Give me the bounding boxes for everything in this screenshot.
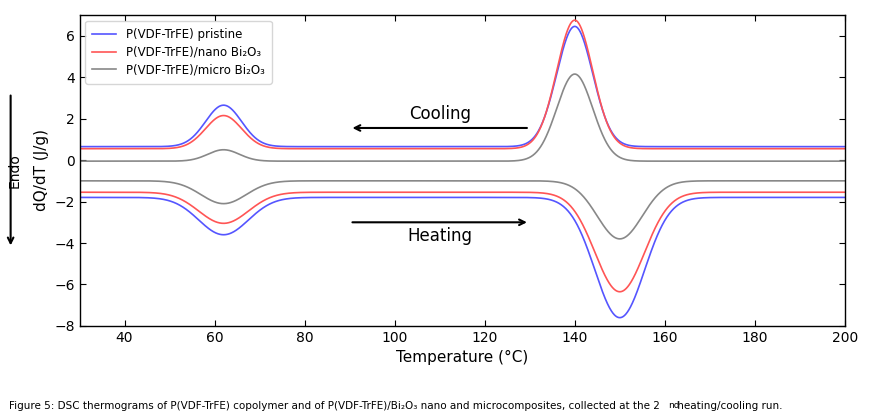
Text: Endo: Endo bbox=[8, 153, 22, 188]
P(VDF-TrFE)/micro Bi₂O₃ bbox=[74, 159, 85, 164]
X-axis label: Temperature (°C): Temperature (°C) bbox=[396, 350, 528, 365]
P(VDF-TrFE) pristine bbox=[818, 144, 828, 149]
P(VDF-TrFE) pristine bbox=[569, 24, 580, 29]
Line: P(VDF-TrFE) pristine: P(VDF-TrFE) pristine bbox=[79, 26, 845, 147]
P(VDF-TrFE)/nano Bi₂O₃ bbox=[447, 146, 457, 151]
P(VDF-TrFE) pristine bbox=[818, 144, 828, 149]
P(VDF-TrFE) pristine bbox=[113, 144, 124, 149]
P(VDF-TrFE) pristine bbox=[74, 144, 85, 149]
P(VDF-TrFE)/nano Bi₂O₃ bbox=[74, 146, 85, 151]
P(VDF-TrFE)/nano Bi₂O₃ bbox=[677, 146, 688, 151]
P(VDF-TrFE)/micro Bi₂O₃ bbox=[569, 71, 580, 76]
Y-axis label: dQ/dT (J/g): dQ/dT (J/g) bbox=[33, 130, 49, 212]
P(VDF-TrFE) pristine bbox=[677, 144, 688, 149]
Text: nd: nd bbox=[668, 401, 679, 410]
P(VDF-TrFE) pristine bbox=[447, 144, 457, 149]
Text: Cooling: Cooling bbox=[409, 105, 471, 123]
Text: heating/cooling run.: heating/cooling run. bbox=[674, 401, 782, 411]
P(VDF-TrFE)/nano Bi₂O₃ bbox=[375, 146, 386, 151]
P(VDF-TrFE) pristine bbox=[427, 144, 437, 149]
P(VDF-TrFE) pristine bbox=[375, 144, 386, 149]
Text: Heating: Heating bbox=[407, 227, 472, 245]
P(VDF-TrFE)/nano Bi₂O₃ bbox=[569, 18, 580, 23]
P(VDF-TrFE)/micro Bi₂O₃ bbox=[446, 159, 457, 164]
Line: P(VDF-TrFE)/nano Bi₂O₃: P(VDF-TrFE)/nano Bi₂O₃ bbox=[79, 20, 845, 149]
P(VDF-TrFE)/micro Bi₂O₃ bbox=[818, 159, 828, 164]
Text: Figure 5: DSC thermograms of P(VDF-TrFE) copolymer and of P(VDF-TrFE)/Bi₂O₃ nano: Figure 5: DSC thermograms of P(VDF-TrFE)… bbox=[9, 401, 660, 411]
P(VDF-TrFE)/micro Bi₂O₃ bbox=[113, 159, 124, 164]
Line: P(VDF-TrFE)/micro Bi₂O₃: P(VDF-TrFE)/micro Bi₂O₃ bbox=[79, 74, 845, 161]
P(VDF-TrFE)/nano Bi₂O₃ bbox=[427, 146, 437, 151]
P(VDF-TrFE)/micro Bi₂O₃ bbox=[426, 159, 436, 164]
P(VDF-TrFE)/micro Bi₂O₃ bbox=[677, 159, 688, 164]
P(VDF-TrFE)/nano Bi₂O₃ bbox=[818, 146, 828, 151]
P(VDF-TrFE)/nano Bi₂O₃ bbox=[818, 146, 828, 151]
P(VDF-TrFE) pristine bbox=[840, 144, 850, 149]
P(VDF-TrFE)/micro Bi₂O₃ bbox=[840, 159, 850, 164]
P(VDF-TrFE)/micro Bi₂O₃ bbox=[817, 159, 828, 164]
Legend: P(VDF-TrFE) pristine, P(VDF-TrFE)/nano Bi₂O₃, P(VDF-TrFE)/micro Bi₂O₃: P(VDF-TrFE) pristine, P(VDF-TrFE)/nano B… bbox=[86, 21, 272, 84]
P(VDF-TrFE)/nano Bi₂O₃ bbox=[113, 146, 124, 151]
P(VDF-TrFE)/nano Bi₂O₃ bbox=[840, 146, 850, 151]
